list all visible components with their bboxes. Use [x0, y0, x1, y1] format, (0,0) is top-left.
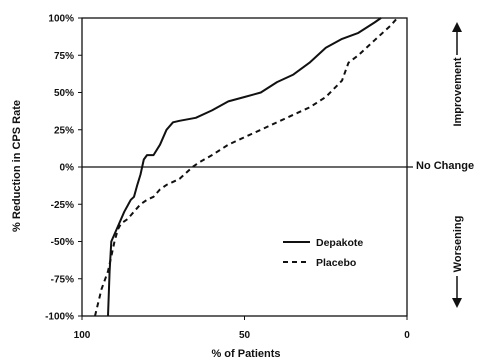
- x-tick-label: 0: [404, 330, 410, 341]
- series-line-depakote: [107, 17, 382, 317]
- legend: Depakote Placebo: [283, 237, 363, 269]
- y-tick-label: -75%: [51, 274, 74, 285]
- series-line-placebo: [94, 17, 399, 317]
- no-change-label: No Change: [416, 160, 474, 172]
- y-tick-label: 25%: [54, 125, 74, 136]
- improvement-arrowhead-icon: [452, 22, 462, 32]
- y-tick-label: -100%: [45, 312, 74, 323]
- x-tick-label: 100: [74, 330, 91, 341]
- worsening-label: Worsening: [452, 216, 464, 273]
- worsening-arrowhead-icon: [452, 298, 462, 308]
- y-tick-label: -25%: [51, 200, 74, 211]
- x-axis-label: % of Patients: [211, 348, 280, 360]
- improvement-indicator: Improvement: [452, 22, 464, 127]
- y-tick-label: -50%: [51, 237, 74, 248]
- y-axis-label: % Reduction in CPS Rate: [11, 100, 23, 232]
- y-tick-label: 0%: [60, 163, 75, 174]
- legend-label-placebo: Placebo: [316, 257, 356, 269]
- worsening-indicator: Worsening: [452, 216, 464, 308]
- y-tick-label: 75%: [54, 51, 74, 62]
- y-tick-label: 100%: [48, 14, 74, 25]
- x-tick-label: 50: [239, 330, 251, 341]
- improvement-label: Improvement: [452, 57, 464, 126]
- legend-label-depakote: Depakote: [316, 237, 363, 249]
- y-tick-label: 50%: [54, 88, 74, 99]
